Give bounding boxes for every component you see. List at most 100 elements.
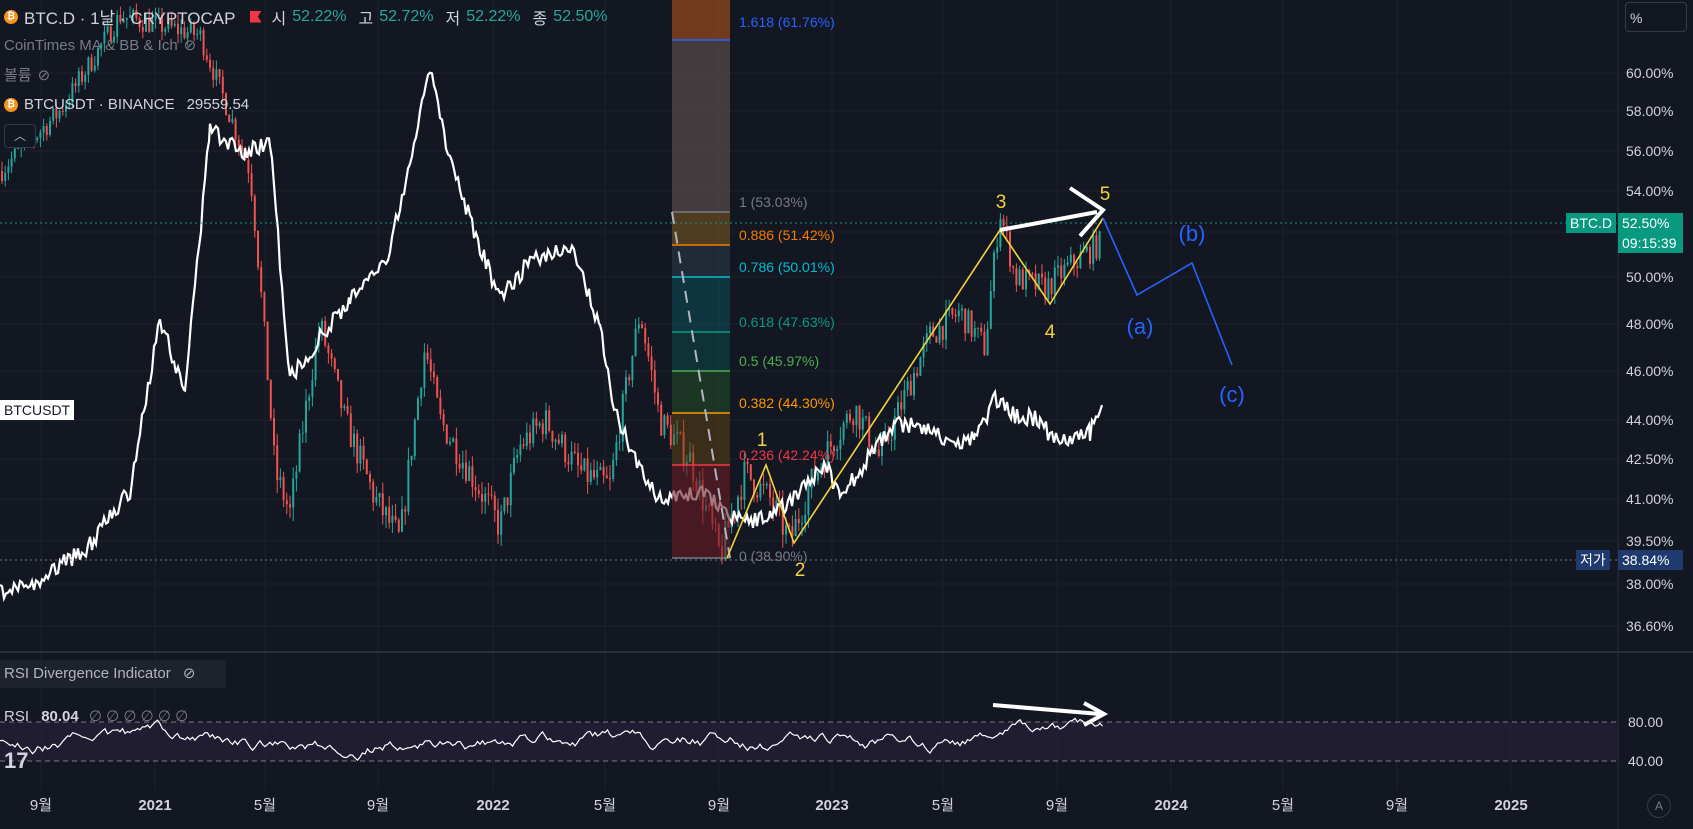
candle-body xyxy=(577,452,579,466)
candle-body xyxy=(250,172,253,197)
candle-body xyxy=(493,495,496,511)
candle-body xyxy=(890,439,893,441)
candle-body xyxy=(90,57,93,71)
candle-body xyxy=(164,29,167,32)
fib-level-label: 1.618 (61.76%) xyxy=(739,14,835,30)
candle-body xyxy=(439,397,442,414)
candle-body xyxy=(375,497,378,503)
rsi-divergence-panel-header[interactable]: RSI Divergence Indicator ⊘ xyxy=(0,660,226,688)
candle-body xyxy=(967,310,970,334)
candle-body xyxy=(445,424,448,444)
candle-body xyxy=(845,413,848,423)
candle-body xyxy=(948,308,951,311)
candle-body xyxy=(71,83,74,103)
candle-body xyxy=(189,22,192,33)
candle-body xyxy=(305,400,307,433)
candle-body xyxy=(157,14,160,16)
x-tick-label: 9월 xyxy=(1386,797,1408,814)
candle-body xyxy=(612,460,615,480)
candle-body xyxy=(586,458,589,482)
auto-scale-button[interactable]: A xyxy=(1647,794,1671,818)
candle-body xyxy=(545,410,547,435)
candle-body xyxy=(823,467,826,473)
candle-body xyxy=(52,108,55,121)
candle-body xyxy=(554,439,557,442)
rsi-line xyxy=(0,717,1103,761)
eye-hidden-icon[interactable]: ⊘ xyxy=(37,66,51,84)
candle-body xyxy=(333,358,336,370)
candle-body xyxy=(1060,265,1063,279)
y-tick-label: 38.00% xyxy=(1626,576,1673,592)
high-value: 52.72% xyxy=(379,7,434,25)
flag-icon[interactable] xyxy=(249,10,262,23)
candle-body xyxy=(49,120,51,135)
eye-hidden-icon[interactable]: ⊘ xyxy=(183,37,197,54)
volume-legend[interactable]: 볼륨 ⊘ xyxy=(4,64,50,85)
candle-body xyxy=(1015,267,1018,285)
candle-body xyxy=(385,507,387,516)
candle-body xyxy=(324,320,327,346)
rsi-tick-label: 80.00 xyxy=(1628,714,1663,730)
indicator-legend[interactable]: CoinTimes MA & BB & Ich ⊘ xyxy=(4,36,197,55)
symbol-title[interactable]: BTC.D · 1날 · CRYPTOCAP xyxy=(24,9,236,28)
candle-body xyxy=(106,26,109,32)
candle-body xyxy=(257,230,259,267)
indicator-name[interactable]: CoinTimes MA & BB & Ich xyxy=(4,36,178,54)
bitcoin-icon: ₿ xyxy=(4,97,18,112)
candle-body xyxy=(183,27,186,39)
candle-body xyxy=(753,479,755,496)
tradingview-logo[interactable]: 17 xyxy=(4,748,29,773)
candle-body xyxy=(394,515,397,520)
candle-body xyxy=(1031,273,1034,275)
candle-body xyxy=(954,314,957,317)
candle-body xyxy=(237,139,240,146)
candle-body xyxy=(74,83,77,86)
y-tick-label: 46.00% xyxy=(1626,363,1673,379)
rsi-divergence-title[interactable]: RSI Divergence Indicator xyxy=(4,665,171,682)
fib-band xyxy=(672,277,730,332)
candle-body xyxy=(100,43,103,48)
candle-body xyxy=(234,119,237,140)
candle-body xyxy=(740,496,743,500)
candle-body xyxy=(1073,254,1075,267)
candle-body xyxy=(279,477,282,481)
candle-body xyxy=(794,518,797,537)
scale-mode-button[interactable]: % xyxy=(1625,2,1687,32)
collapse-legend-button[interactable]: ︿ xyxy=(4,124,36,148)
eye-hidden-icon[interactable]: ⊘ xyxy=(182,665,196,682)
candle-body xyxy=(404,509,407,512)
candle-body xyxy=(417,398,419,420)
chevron-up-icon: ︿ xyxy=(13,129,26,143)
candle-body xyxy=(1057,265,1059,268)
candle-body xyxy=(167,18,170,30)
candle-body xyxy=(529,432,531,444)
candle-body xyxy=(337,369,339,381)
candle-body xyxy=(826,441,829,473)
candle-body xyxy=(903,390,906,410)
open-value: 52.22% xyxy=(292,7,347,25)
candle-body xyxy=(458,464,461,469)
candle-body xyxy=(1047,278,1050,300)
volume-indicator-name[interactable]: 볼륨 xyxy=(4,67,32,84)
candle-body xyxy=(900,402,903,410)
candle-body xyxy=(621,394,624,442)
candle-body xyxy=(109,26,112,42)
candle-body xyxy=(298,433,301,472)
candle-body xyxy=(634,328,637,356)
price-tag-value: 52.50% xyxy=(1618,213,1683,233)
compare-symbol[interactable]: BTCUSDT · BINANCE xyxy=(24,96,175,113)
divergence-arrow-line xyxy=(999,210,1098,232)
candle-body xyxy=(785,525,787,535)
candle-body xyxy=(401,509,403,532)
bitcoin-icon: ₿ xyxy=(4,9,18,24)
candle-body xyxy=(538,423,541,426)
candle-body xyxy=(551,431,554,442)
candle-body xyxy=(682,432,685,466)
candle-body xyxy=(593,469,595,478)
rsi-legend: RSI 80.04 ∅ ∅ ∅ ∅ ∅ ∅ xyxy=(4,707,188,725)
close-value: 52.50% xyxy=(553,7,608,25)
candle-body xyxy=(605,475,608,479)
candle-body xyxy=(177,23,179,35)
x-tick-label: 9월 xyxy=(367,797,389,814)
